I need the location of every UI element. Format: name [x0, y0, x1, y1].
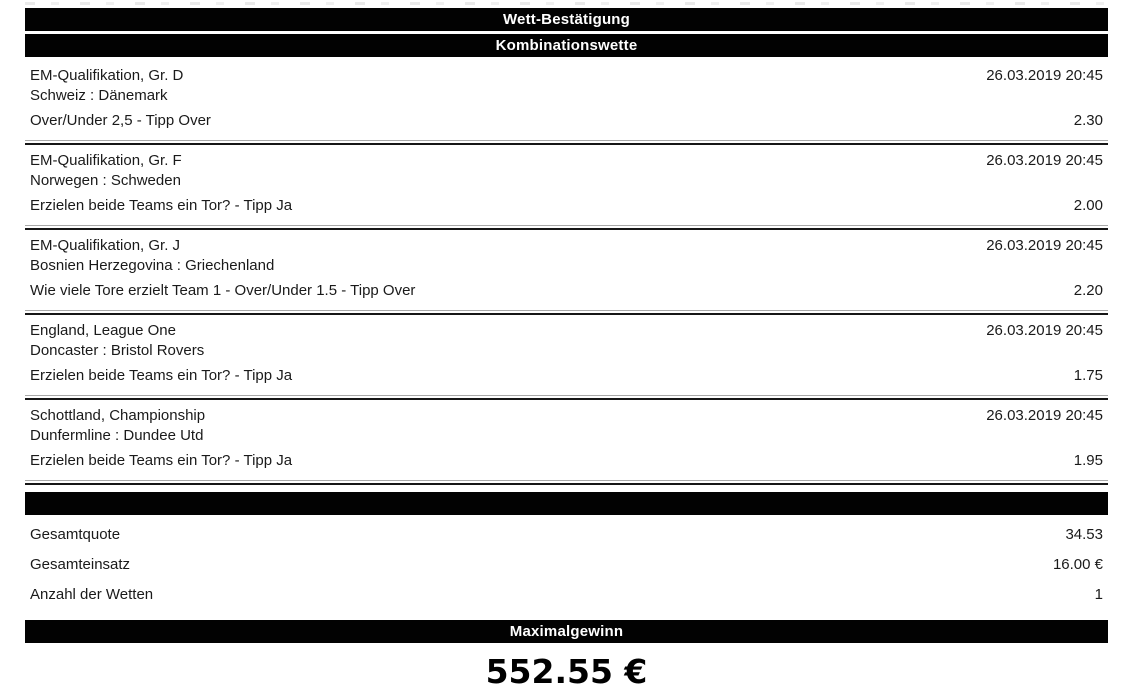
- bet-odds: 1.75: [1073, 367, 1103, 384]
- summary-section: Gesamtquote 34.53 Gesamteinsatz 16.00 € …: [25, 515, 1108, 619]
- bet-market-row: Erzielen beide Teams ein Tor? - Tipp Ja …: [30, 451, 1103, 471]
- bet-league: EM-Qualifikation, Gr. D: [30, 67, 184, 84]
- bet-item: EM-Qualifikation, Gr. D 26.03.2019 20:45…: [25, 60, 1108, 140]
- bet-league: England, League One: [30, 322, 176, 339]
- bet-header-row: England, League One 26.03.2019 20:45: [30, 321, 1103, 341]
- bet-item: England, League One 26.03.2019 20:45 Don…: [25, 315, 1108, 395]
- summary-label: Gesamtquote: [30, 526, 121, 543]
- bet-header-row: EM-Qualifikation, Gr. D 26.03.2019 20:45: [30, 66, 1103, 86]
- spacer: [25, 485, 1108, 492]
- clipped-text-artifact: [25, 2, 1108, 5]
- bet-datetime: 26.03.2019 20:45: [986, 67, 1103, 84]
- divider-rule: [25, 310, 1108, 315]
- divider-rule: [25, 395, 1108, 400]
- bet-match: Bosnien Herzegovina : Griechenland: [30, 257, 275, 274]
- title-bar: Wett-Bestätigung: [25, 8, 1108, 31]
- summary-value: 16.00 €: [1052, 556, 1103, 573]
- empty-separator-bar: [25, 492, 1108, 515]
- bet-market: Wie viele Tore erzielt Team 1 - Over/Und…: [30, 282, 416, 299]
- bet-match: Schweiz : Dänemark: [30, 87, 168, 104]
- bet-market-row: Erzielen beide Teams ein Tor? - Tipp Ja …: [30, 196, 1103, 216]
- bet-confirmation-document: Wett-Bestätigung Kombinationswette EM-Qu…: [25, 0, 1108, 691]
- bet-market-row: Wie viele Tore erzielt Team 1 - Over/Und…: [30, 281, 1103, 301]
- bet-match: Dunfermline : Dundee Utd: [30, 427, 204, 444]
- bet-match-row: Dunfermline : Dundee Utd: [30, 426, 1103, 446]
- bet-datetime: 26.03.2019 20:45: [986, 152, 1103, 169]
- bet-header-row: EM-Qualifikation, Gr. F 26.03.2019 20:45: [30, 151, 1103, 171]
- bet-type-bar: Kombinationswette: [25, 34, 1108, 57]
- bet-datetime: 26.03.2019 20:45: [986, 407, 1103, 424]
- max-win-value: 552.55 €: [485, 652, 648, 691]
- bet-odds: 2.00: [1073, 197, 1103, 214]
- bet-match: Doncaster : Bristol Rovers: [30, 342, 205, 359]
- bet-header-row: EM-Qualifikation, Gr. J 26.03.2019 20:45: [30, 236, 1103, 256]
- bet-market: Erzielen beide Teams ein Tor? - Tipp Ja: [30, 197, 293, 214]
- divider-rule: [25, 480, 1108, 485]
- bet-list: EM-Qualifikation, Gr. D 26.03.2019 20:45…: [25, 60, 1108, 485]
- max-win-bar: Maximalgewinn: [25, 620, 1108, 643]
- bet-datetime: 26.03.2019 20:45: [986, 237, 1103, 254]
- summary-row: Gesamteinsatz 16.00 €: [30, 555, 1103, 575]
- bet-odds: 2.30: [1073, 112, 1103, 129]
- bet-market-row: Over/Under 2,5 - Tipp Over 2.30: [30, 111, 1103, 131]
- bet-item: EM-Qualifikation, Gr. J 26.03.2019 20:45…: [25, 230, 1108, 310]
- summary-value: 1: [1094, 586, 1103, 603]
- divider-rule: [25, 225, 1108, 230]
- summary-row: Gesamtquote 34.53: [30, 525, 1103, 545]
- bet-league: EM-Qualifikation, Gr. J: [30, 237, 181, 254]
- summary-value: 34.53: [1065, 526, 1103, 543]
- bet-market-row: Erzielen beide Teams ein Tor? - Tipp Ja …: [30, 366, 1103, 386]
- summary-label: Gesamteinsatz: [30, 556, 131, 573]
- bet-datetime: 26.03.2019 20:45: [986, 322, 1103, 339]
- bet-item: EM-Qualifikation, Gr. F 26.03.2019 20:45…: [25, 145, 1108, 225]
- bet-league: Schottland, Championship: [30, 407, 206, 424]
- bet-market: Erzielen beide Teams ein Tor? - Tipp Ja: [30, 367, 293, 384]
- divider-rule: [25, 140, 1108, 145]
- bet-match-row: Norwegen : Schweden: [30, 171, 1103, 191]
- bet-header-row: Schottland, Championship 26.03.2019 20:4…: [30, 406, 1103, 426]
- bet-league: EM-Qualifikation, Gr. F: [30, 152, 182, 169]
- summary-row: Anzahl der Wetten 1: [30, 585, 1103, 605]
- bet-match: Norwegen : Schweden: [30, 172, 181, 189]
- bet-odds: 1.95: [1073, 452, 1103, 469]
- bet-match-row: Schweiz : Dänemark: [30, 86, 1103, 106]
- bet-odds: 2.20: [1073, 282, 1103, 299]
- bet-item: Schottland, Championship 26.03.2019 20:4…: [25, 400, 1108, 480]
- bet-market: Over/Under 2,5 - Tipp Over: [30, 112, 211, 129]
- summary-label: Anzahl der Wetten: [30, 586, 154, 603]
- bet-market: Erzielen beide Teams ein Tor? - Tipp Ja: [30, 452, 293, 469]
- bet-match-row: Doncaster : Bristol Rovers: [30, 341, 1103, 361]
- bet-match-row: Bosnien Herzegovina : Griechenland: [30, 256, 1103, 276]
